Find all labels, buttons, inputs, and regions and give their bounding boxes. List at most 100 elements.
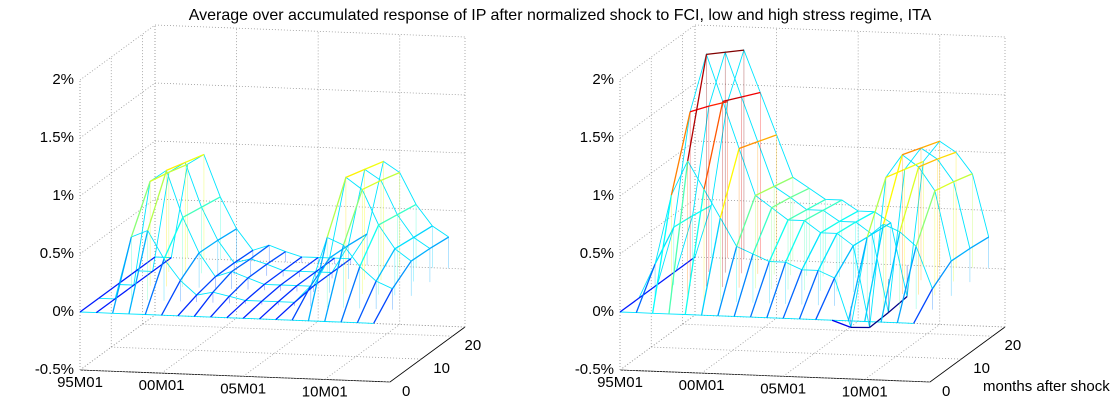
y-tick-label: 20 [1005,337,1022,354]
x-grid-line [79,314,156,371]
y-axis [929,326,1006,383]
mesh-segment [291,285,312,321]
z-tick-label: 2% [52,71,74,88]
mesh-segment [259,301,279,320]
mesh-segment [902,147,922,156]
x-grid-line [782,320,859,377]
mesh-segment [866,177,887,238]
mesh-segment [831,319,852,328]
mesh-segment [651,195,673,314]
mesh-segment [394,236,414,250]
mesh-segment [210,295,230,318]
mesh-segment [706,51,726,56]
z-tick-label: 1% [592,187,614,204]
mesh-segment [847,237,868,321]
mesh-segment [342,189,363,246]
mesh-segment [361,179,382,191]
mesh-segment [822,199,843,211]
mesh-segment [953,173,973,183]
x-tick-label: 10M01 [842,383,888,400]
mesh-segment [913,288,934,324]
mesh-segment [410,247,431,262]
x-grid-line [864,324,940,380]
x-tick-label: 10M01 [302,383,348,400]
mesh-segment [773,176,794,187]
mesh-segment [329,244,349,259]
mesh-segment [675,256,696,272]
mesh-segment [749,261,770,318]
mesh-segment [261,284,282,302]
mesh-segment [619,297,640,313]
z-tick-label: 0% [52,303,74,320]
mesh-segment [166,161,186,171]
mesh-segment [725,49,745,53]
mesh-segment [920,140,940,149]
mesh-segment [201,196,221,208]
mesh-segment [657,270,677,286]
z-grid-line [619,314,696,371]
mesh-segment [161,280,181,316]
mesh-segment [801,232,822,271]
mesh-segment [147,170,168,231]
z-grid-line [154,256,466,270]
mesh-segment [899,166,920,232]
mesh-segment [896,246,917,323]
z-grid-line [79,82,156,139]
z-tick-label: -0.5% [575,361,614,378]
z-grid-line [619,24,696,81]
mesh-segment [391,260,412,290]
z-grid-line [79,314,156,371]
mesh-segment [882,154,903,225]
mesh-segment [915,190,936,247]
x-grid-line [701,317,777,374]
mesh-segment [348,233,368,246]
mesh-segment [247,263,268,279]
z-grid-line [154,82,466,96]
figure-title: Average over accumulated response of IP … [189,7,932,24]
mesh-segment [638,283,658,299]
mesh-segment [673,215,693,228]
y-axis-label: months after shock [983,378,1110,395]
mesh-segment [179,252,200,281]
mesh-segment [771,196,791,209]
mesh-segment [128,230,149,315]
mesh-segment [95,298,116,314]
x-tick-label: 95M01 [57,374,103,391]
z-tick-label: 0.5% [40,245,74,262]
mesh-segment [817,233,838,271]
y-grid-line [142,323,453,337]
mesh-segment [887,296,908,314]
mesh-segment [98,283,118,299]
mesh-segment [904,160,924,170]
mesh-segment [331,258,352,274]
mesh-segment [722,96,742,103]
y-axis [389,326,466,383]
mesh-segment [114,284,135,300]
x-grid-line [324,324,400,380]
z-tick-label: 0.5% [580,245,614,262]
mesh-segment [215,262,235,278]
x-tick-label: 05M01 [220,380,266,397]
mesh-segment [245,283,265,301]
z-tick-label: 1.5% [40,129,74,146]
mesh-segment [871,222,892,235]
mesh-segment [852,233,873,247]
mesh-segment [184,153,205,164]
x-tick-label: 05M01 [760,380,806,397]
mesh-segment [326,177,347,238]
z-grid-line [619,198,696,255]
z-tick-label: 1% [52,187,74,204]
mesh-segment [700,217,721,316]
x-grid-line [619,314,696,371]
x-tick-label: 00M01 [679,377,725,394]
mesh-segment [228,277,249,297]
mesh-segment [250,244,270,260]
mesh-segment [196,276,216,296]
mesh-segment [855,211,875,223]
z-grid-line [619,140,696,197]
mesh-segment [231,258,251,273]
mesh-segment [752,207,773,255]
mesh-segment [798,270,819,320]
mesh-segment [820,220,840,234]
